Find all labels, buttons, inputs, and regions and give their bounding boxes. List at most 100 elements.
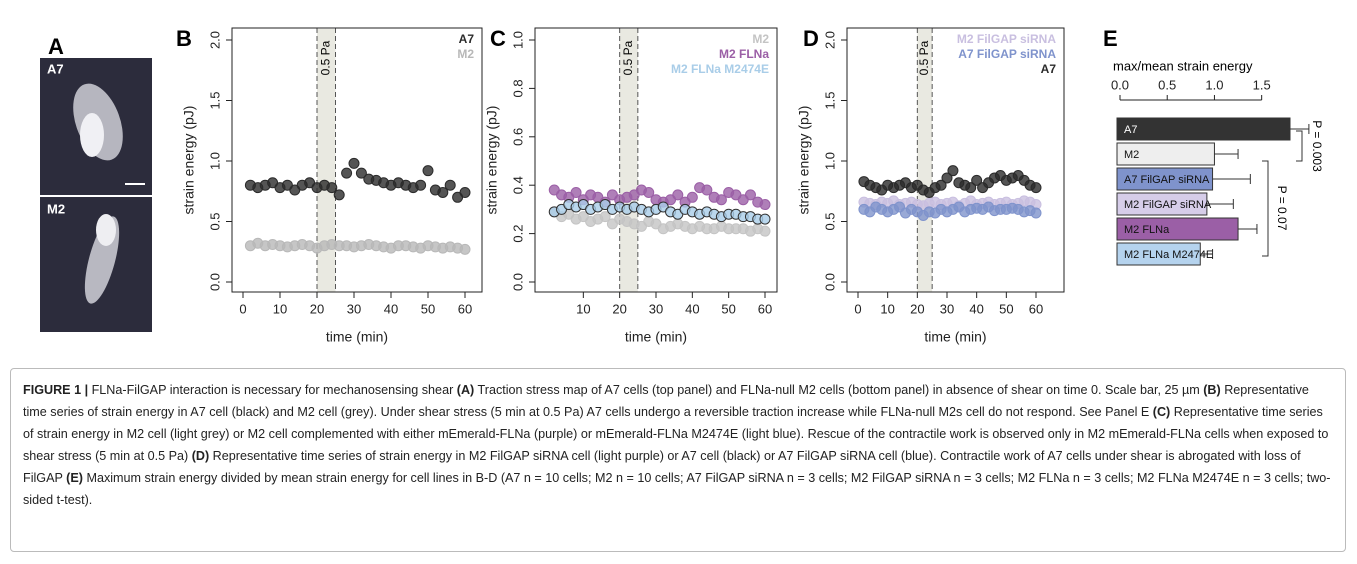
- plot-frame: [231, 27, 483, 293]
- data-point: [415, 179, 427, 191]
- caption-label: FIGURE 1 |: [23, 383, 89, 397]
- data-point: [459, 186, 471, 198]
- y-axis-label: strain energy (pJ): [484, 106, 500, 215]
- figure-caption: FIGURE 1 | FLNa-FilGAP interaction is ne…: [10, 368, 1346, 552]
- y-tick-label: 0.5: [207, 212, 222, 230]
- shear-window: [917, 29, 933, 292]
- x-axis-label: time (min): [326, 329, 388, 345]
- data-point: [672, 189, 684, 201]
- caption-label: (D): [191, 449, 210, 463]
- bar: [1116, 142, 1215, 166]
- data-point: [759, 199, 771, 211]
- image-label: M2: [47, 201, 65, 216]
- shear-label: 0.5 Pa: [917, 40, 931, 75]
- y-axis-label: strain energy (pJ): [796, 106, 812, 215]
- x-tick-label: 60: [1029, 301, 1043, 316]
- shear-label: 0.5 Pa: [318, 40, 332, 75]
- x-tick-label: 0.5: [1158, 77, 1176, 92]
- legend-entry: M2 FilGAP siRNA: [957, 32, 1056, 46]
- significance-bracket: [1296, 130, 1303, 162]
- data-point: [941, 172, 953, 184]
- x-tick-label: 20: [310, 301, 324, 316]
- caption-label: (E): [66, 471, 83, 485]
- figure: A B C D E A7 M2 P = 0.003 P = 0.07 max/m…: [40, 26, 1324, 345]
- bar: [1116, 242, 1201, 266]
- y-tick-label: 2.0: [207, 31, 222, 49]
- legend-entry: M2: [752, 32, 769, 46]
- image-label: A7: [47, 61, 64, 76]
- data-point: [744, 189, 756, 201]
- data-point: [599, 211, 611, 223]
- x-tick-label: 30: [940, 301, 954, 316]
- x-tick-label: 40: [969, 301, 983, 316]
- data-point: [355, 167, 367, 179]
- caption-text: FLNa-FilGAP interaction is necessary for…: [88, 383, 457, 397]
- x-tick-label: 60: [758, 301, 772, 316]
- y-tick-label: 0.0: [207, 273, 222, 291]
- bar: [1116, 192, 1208, 216]
- bar: [1116, 167, 1214, 191]
- x-tick-label: 10: [576, 301, 590, 316]
- y-tick-label: 1.5: [207, 91, 222, 109]
- data-point: [701, 184, 713, 196]
- x-tick-label: 60: [458, 301, 472, 316]
- data-point: [935, 179, 947, 191]
- category-label: A7 FilGAP siRNA: [1124, 174, 1210, 186]
- panel-letter: C: [490, 26, 506, 51]
- y-tick-label: 0.4: [510, 176, 525, 194]
- data-point: [1030, 182, 1042, 194]
- panel-letter: E: [1103, 26, 1118, 51]
- legend-entry: M2 FLNa M2474E: [671, 62, 769, 76]
- caption-label: (C): [1152, 405, 1171, 419]
- data-point: [570, 186, 582, 198]
- x-tick-label: 40: [685, 301, 699, 316]
- data-point: [326, 182, 338, 194]
- legend-entry: M2 FLNa: [719, 47, 769, 61]
- legend-entry: A7: [1041, 62, 1057, 76]
- category-label: M2 FLNa: [1124, 224, 1170, 236]
- panel-letter: B: [176, 26, 192, 51]
- caption-text: Representative time series of strain ene…: [23, 405, 1329, 463]
- caption-label: (A): [456, 383, 475, 397]
- x-tick-label: 0: [239, 301, 246, 316]
- x-tick-label: 1.5: [1253, 77, 1271, 92]
- data-point: [643, 186, 655, 198]
- shear-window: [317, 29, 336, 292]
- panel-letter: A: [48, 34, 64, 59]
- y-tick-label: 0.5: [822, 212, 837, 230]
- y-tick-label: 1.0: [510, 31, 525, 49]
- y-tick-label: 0.8: [510, 79, 525, 97]
- x-tick-label: 10: [880, 301, 894, 316]
- data-point: [459, 243, 471, 255]
- y-tick-label: 2.0: [822, 31, 837, 49]
- x-tick-label: 1.0: [1205, 77, 1223, 92]
- x-axis-label: time (min): [924, 329, 986, 345]
- legend-entry: A7 FilGAP siRNA: [958, 47, 1056, 61]
- x-tick-label: 10: [273, 301, 287, 316]
- data-point: [686, 191, 698, 203]
- x-axis-label: time (min): [625, 329, 687, 345]
- data-point: [965, 182, 977, 194]
- x-tick-label: 50: [721, 301, 735, 316]
- data-point: [971, 174, 983, 186]
- data-point: [437, 186, 449, 198]
- shear-label: 0.5 Pa: [621, 40, 635, 75]
- panel-letter: D: [803, 26, 819, 51]
- caption-text: Traction stress map of A7 cells (top pan…: [474, 383, 1204, 397]
- y-tick-label: 0.0: [510, 273, 525, 291]
- y-tick-label: 1.0: [207, 152, 222, 170]
- data-point: [1030, 207, 1042, 219]
- data-point: [947, 165, 959, 177]
- data-point: [348, 157, 360, 169]
- micrograph: M2: [40, 197, 152, 332]
- x-tick-label: 20: [612, 301, 626, 316]
- category-label: M2 FLNa M2474E: [1124, 249, 1213, 261]
- category-label: M2: [1124, 149, 1139, 161]
- micrograph: A7: [40, 58, 152, 195]
- x-tick-label: 0.0: [1111, 77, 1129, 92]
- y-tick-label: 0.2: [510, 225, 525, 243]
- significance-bracket: [1262, 160, 1269, 257]
- x-tick-label: 20: [910, 301, 924, 316]
- data-point: [333, 189, 345, 201]
